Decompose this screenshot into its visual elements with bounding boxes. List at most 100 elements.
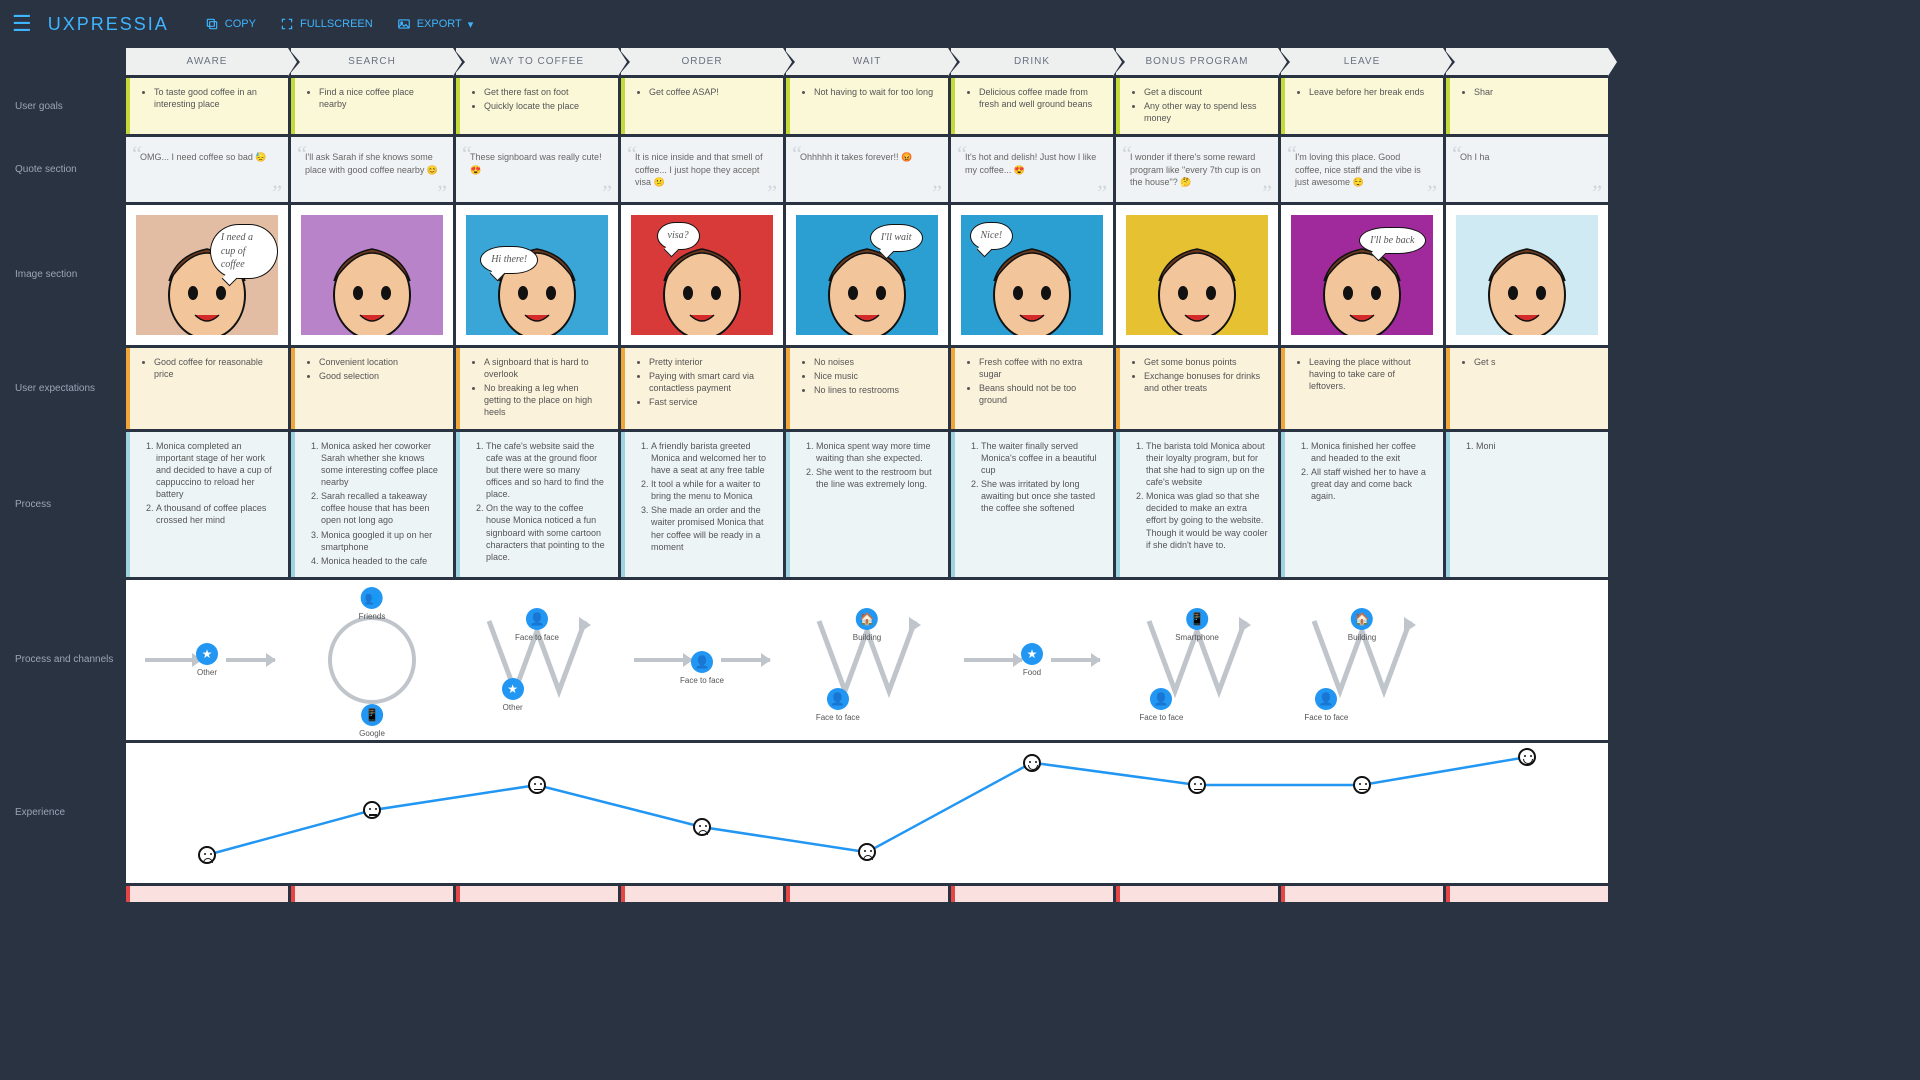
stage-header[interactable]: SEARCH bbox=[291, 48, 453, 75]
experience-point[interactable] bbox=[858, 843, 876, 861]
goals-cell[interactable]: Not having to wait for too long bbox=[786, 78, 948, 134]
chevron-down-icon: ▾ bbox=[468, 18, 474, 31]
stage-header[interactable]: WAY TO COFFEE bbox=[456, 48, 618, 75]
channel-node[interactable]: ★Other bbox=[196, 643, 218, 677]
menu-icon[interactable]: ☰ bbox=[12, 11, 32, 37]
experience-point[interactable] bbox=[198, 846, 216, 864]
quote-cell[interactable]: “I'm loving this place. Good coffee, nic… bbox=[1281, 137, 1443, 201]
bottom-cell[interactable] bbox=[291, 886, 453, 902]
quote-cell[interactable]: “I wonder if there's some reward program… bbox=[1116, 137, 1278, 201]
image-cell[interactable] bbox=[1116, 205, 1278, 345]
process-cell[interactable]: Monica spent way more time waiting than … bbox=[786, 432, 948, 577]
experience-point[interactable] bbox=[528, 776, 546, 794]
quote-cell[interactable]: “These signboard was really cute! 😍” bbox=[456, 137, 618, 201]
process-cell[interactable]: Moni bbox=[1446, 432, 1608, 577]
stage-header[interactable]: AWARE bbox=[126, 48, 288, 75]
topbar: ☰ UXPRESSIA COPY FULLSCREEN EXPORT ▾ bbox=[0, 0, 1920, 48]
image-cell[interactable]: visa? bbox=[621, 205, 783, 345]
stage-header[interactable]: LEAVE bbox=[1281, 48, 1443, 75]
goals-cell[interactable]: Get there fast on footQuickly locate the… bbox=[456, 78, 618, 134]
row-label-goals: User goals bbox=[3, 78, 123, 134]
copy-button[interactable]: COPY bbox=[205, 17, 256, 31]
row-label-expect: User expectations bbox=[3, 348, 123, 429]
bottom-cell[interactable] bbox=[951, 886, 1113, 902]
goals-cell[interactable]: Get a discountAny other way to spend les… bbox=[1116, 78, 1278, 134]
image-cell[interactable] bbox=[291, 205, 453, 345]
bottom-cell[interactable] bbox=[1281, 886, 1443, 902]
experience-point[interactable] bbox=[1353, 776, 1371, 794]
goals-cell[interactable]: Shar bbox=[1446, 78, 1608, 134]
process-cell[interactable]: Monica asked her coworker Sarah whether … bbox=[291, 432, 453, 577]
channel-node[interactable]: ★Food bbox=[1021, 643, 1043, 677]
row-label-process: Process bbox=[3, 432, 123, 577]
image-cell[interactable]: I'll wait bbox=[786, 205, 948, 345]
image-cell[interactable]: I need a cup of coffee bbox=[126, 205, 288, 345]
bottom-cell[interactable] bbox=[786, 886, 948, 902]
bottom-cell[interactable] bbox=[621, 886, 783, 902]
expect-cell[interactable]: Get s bbox=[1446, 348, 1608, 429]
stage-header[interactable]: DRINK bbox=[951, 48, 1113, 75]
channel-node[interactable]: 👥Friends bbox=[359, 587, 386, 621]
experience-point[interactable] bbox=[1188, 776, 1206, 794]
channel-node[interactable]: 📱Google bbox=[359, 704, 385, 738]
expect-cell[interactable]: Convenient locationGood selection bbox=[291, 348, 453, 429]
experience-point[interactable] bbox=[693, 818, 711, 836]
quote-cell[interactable]: “I'll ask Sarah if she knows some place … bbox=[291, 137, 453, 201]
bottom-cell[interactable] bbox=[126, 886, 288, 902]
expect-cell[interactable]: Pretty interiorPaying with smart card vi… bbox=[621, 348, 783, 429]
copy-icon bbox=[205, 17, 219, 31]
process-cell[interactable]: The cafe's website said the cafe was at … bbox=[456, 432, 618, 577]
channel-node[interactable]: 👤Face to face bbox=[680, 651, 724, 685]
channels-row: ★Other 👥Friends 📱Google 👤Face to face ★Other… bbox=[126, 580, 1608, 740]
stage-header[interactable]: WAIT bbox=[786, 48, 948, 75]
expect-cell[interactable]: No noisesNice musicNo lines to restrooms bbox=[786, 348, 948, 429]
experience-point[interactable] bbox=[363, 801, 381, 819]
process-cell[interactable]: The waiter finally served Monica's coffe… bbox=[951, 432, 1113, 577]
stage-header[interactable]: BONUS PROGRAM bbox=[1116, 48, 1278, 75]
channel-node[interactable]: 👤Face to face bbox=[816, 688, 860, 722]
copy-label: COPY bbox=[225, 18, 256, 30]
export-button[interactable]: EXPORT ▾ bbox=[397, 17, 474, 31]
stage-header[interactable]: ORDER bbox=[621, 48, 783, 75]
bottom-cell[interactable] bbox=[1116, 886, 1278, 902]
channel-node[interactable]: 👤Face to face bbox=[515, 608, 559, 642]
stage-header[interactable] bbox=[1446, 48, 1608, 75]
quote-cell[interactable]: “Oh I ha” bbox=[1446, 137, 1608, 201]
goals-cell[interactable]: Delicious coffee made from fresh and wel… bbox=[951, 78, 1113, 134]
experience-point[interactable] bbox=[1023, 754, 1041, 772]
expect-cell[interactable]: Good coffee for reasonable price bbox=[126, 348, 288, 429]
quote-cell[interactable]: “Ohhhhh it takes forever!! 😡” bbox=[786, 137, 948, 201]
goals-cell[interactable]: Get coffee ASAP! bbox=[621, 78, 783, 134]
process-cell[interactable]: Monica completed an important stage of h… bbox=[126, 432, 288, 577]
goals-cell[interactable]: Leave before her break ends bbox=[1281, 78, 1443, 134]
channel-node[interactable]: 👤Face to face bbox=[1139, 688, 1183, 722]
journey-grid: AWARESEARCHWAY TO COFFEEORDERWAITDRINKBO… bbox=[0, 48, 1920, 905]
channel-node[interactable]: ★Other bbox=[502, 678, 524, 712]
channel-node[interactable]: 🏠Building bbox=[853, 608, 881, 642]
image-cell[interactable]: Hi there! bbox=[456, 205, 618, 345]
experience-point[interactable] bbox=[1518, 748, 1536, 766]
quote-cell[interactable]: “It's hot and delish! Just how I like my… bbox=[951, 137, 1113, 201]
bottom-cell[interactable] bbox=[456, 886, 618, 902]
experience-row bbox=[126, 743, 1608, 883]
row-label-quote: Quote section bbox=[3, 137, 123, 201]
bottom-cell[interactable] bbox=[1446, 886, 1608, 902]
image-cell[interactable]: Nice! bbox=[951, 205, 1113, 345]
channel-node[interactable]: 📱Smartphone bbox=[1175, 608, 1219, 642]
expect-cell[interactable]: A signboard that is hard to overlookNo b… bbox=[456, 348, 618, 429]
quote-cell[interactable]: “OMG... I need coffee so bad 😓” bbox=[126, 137, 288, 201]
process-cell[interactable]: Monica finished her coffee and headed to… bbox=[1281, 432, 1443, 577]
expect-cell[interactable]: Leaving the place without having to take… bbox=[1281, 348, 1443, 429]
goals-cell[interactable]: Find a nice coffee place nearby bbox=[291, 78, 453, 134]
process-cell[interactable]: The barista told Monica about their loya… bbox=[1116, 432, 1278, 577]
channel-node[interactable]: 👤Face to face bbox=[1304, 688, 1348, 722]
process-cell[interactable]: A friendly barista greeted Monica and we… bbox=[621, 432, 783, 577]
image-cell[interactable] bbox=[1446, 205, 1608, 345]
fullscreen-button[interactable]: FULLSCREEN bbox=[280, 17, 373, 31]
expect-cell[interactable]: Fresh coffee with no extra sugarBeans sh… bbox=[951, 348, 1113, 429]
quote-cell[interactable]: “It is nice inside and that smell of cof… bbox=[621, 137, 783, 201]
goals-cell[interactable]: To taste good coffee in an interesting p… bbox=[126, 78, 288, 134]
expect-cell[interactable]: Get some bonus pointsExchange bonuses fo… bbox=[1116, 348, 1278, 429]
image-cell[interactable]: I'll be back bbox=[1281, 205, 1443, 345]
channel-node[interactable]: 🏠Building bbox=[1348, 608, 1376, 642]
